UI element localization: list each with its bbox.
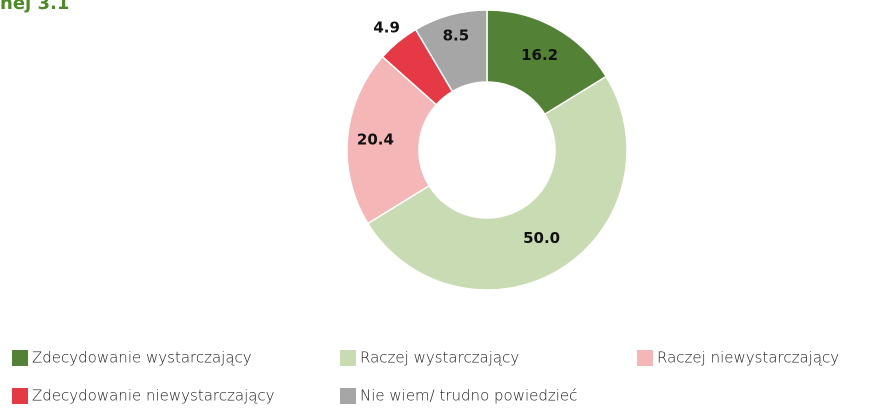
data-label: 20.4 (357, 131, 394, 149)
legend-swatch (340, 350, 356, 366)
legend-label: Zdecydowanie niewystarczający (32, 387, 275, 405)
data-label: 4.9 (373, 18, 400, 36)
data-label: 16.2 (521, 46, 558, 64)
donut-slice (346, 55, 438, 225)
legend-label: Raczej wystarczający (360, 349, 519, 367)
data-label: 8.5 (443, 27, 470, 45)
legend-swatch (340, 388, 356, 404)
chart-title: nej 3.1 (0, 0, 69, 14)
legend-label: Zdecydowanie wystarczający (32, 349, 252, 367)
legend-swatch (637, 350, 653, 366)
legend-swatch (12, 388, 28, 404)
legend-label: Raczej niewystarczający (657, 349, 839, 367)
donut-slice (366, 75, 628, 291)
legend-swatch (12, 350, 28, 366)
data-label: 50.0 (523, 229, 560, 247)
legend-label: Nie wiem/ trudno powiedzieć (360, 387, 577, 405)
donut-slice (414, 9, 488, 93)
